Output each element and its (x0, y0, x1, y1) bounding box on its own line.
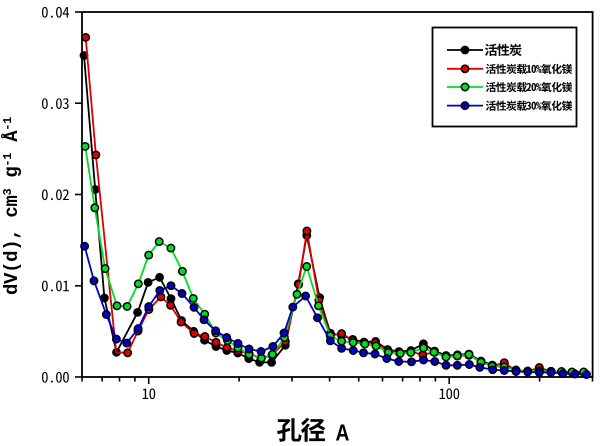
svg-text:A: A (336, 420, 350, 446)
svg-text:dV(d), cm3 g-1 Å-1: dV(d), cm3 g-1 Å-1 (1, 117, 23, 295)
